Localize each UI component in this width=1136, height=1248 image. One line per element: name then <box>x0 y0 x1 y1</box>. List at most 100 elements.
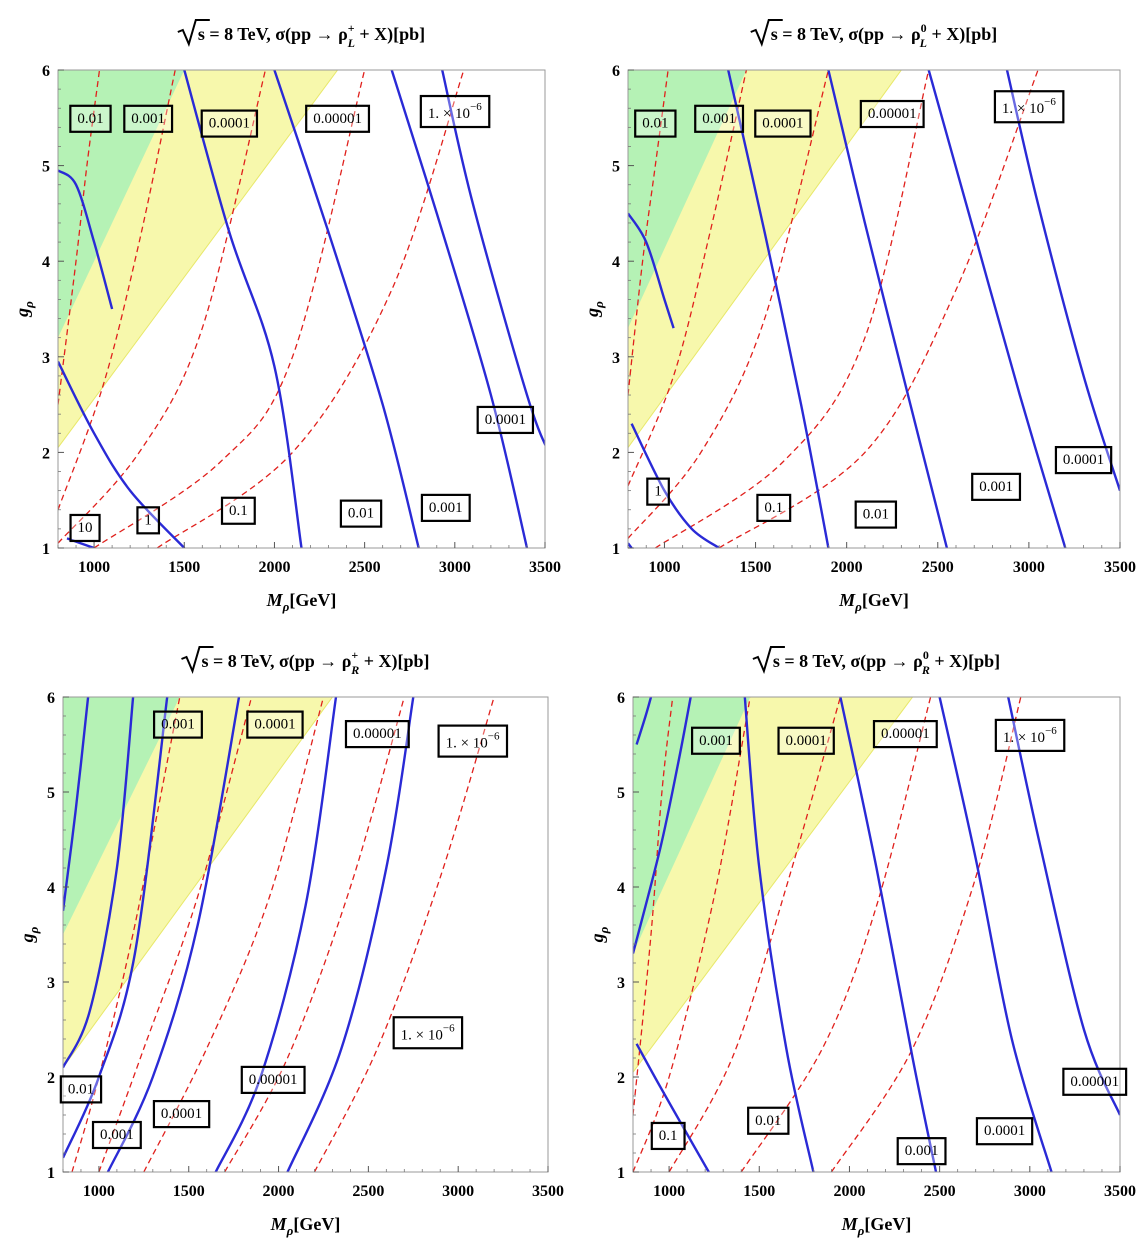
y-tick-label: 2 <box>47 1070 55 1087</box>
contour-label-sup: −6 <box>443 1022 455 1034</box>
contour-label-box <box>896 1137 947 1166</box>
x-axis-title: Mρ[GeV] <box>270 1214 341 1238</box>
x-tick-label: 2500 <box>924 1183 956 1200</box>
green-region <box>58 70 185 338</box>
contour-label-text: 0.01 <box>863 507 889 523</box>
contour-label-box <box>91 1120 142 1150</box>
dashed-contour <box>58 70 267 544</box>
sqrt-symbol <box>181 646 214 674</box>
solid-contour <box>727 70 830 548</box>
x-tick-label: 2500 <box>349 559 381 576</box>
contour-label: 1. × 10−6 <box>392 1016 464 1050</box>
contour-label: 0.001 <box>152 710 203 739</box>
contour-label-box <box>200 109 259 138</box>
contour-label: 0.001 <box>896 1137 947 1166</box>
contour-label-text: 0.00001 <box>353 726 402 742</box>
contour-label-text: 10 <box>78 520 93 536</box>
x-tick-label: 3000 <box>1013 559 1045 576</box>
contour-label-box <box>994 718 1066 753</box>
contour-label-text: 0.0001 <box>209 116 250 132</box>
contour-label: 0.00001 <box>859 99 925 129</box>
solid-contour <box>628 212 675 329</box>
solid-contour <box>635 1043 710 1172</box>
contour-label-text: 0.1 <box>659 1128 678 1144</box>
solid-contour <box>273 70 420 548</box>
y-tick-label: 6 <box>617 690 625 707</box>
contour-label: 0.001 <box>690 726 741 755</box>
contour-label-text: 0.0001 <box>1063 452 1104 468</box>
contour-label-text: 0.0001 <box>786 733 827 749</box>
y-tick-label: 4 <box>42 254 50 271</box>
solid-contour <box>66 537 95 548</box>
contour-label: 0.0001 <box>246 710 304 739</box>
solid-contour <box>214 697 338 1172</box>
y-tick-label: 2 <box>42 445 50 462</box>
x-tick-label: 2000 <box>258 559 290 576</box>
y-tick-label: 4 <box>617 880 625 897</box>
dashed-contour <box>98 697 253 1172</box>
contour-label-text: 0.001 <box>100 1127 134 1143</box>
contour-label-text: 1 <box>654 484 662 500</box>
dashed-contour <box>628 70 669 396</box>
x-tick-label: 1500 <box>168 559 200 576</box>
contour-label: 1. × 10−6 <box>419 94 491 129</box>
plot-frame <box>57 69 546 549</box>
contour-label-text: 0.0001 <box>254 717 295 733</box>
contour-label-text: 0.01 <box>77 111 103 127</box>
contour-label-sup: −6 <box>1045 725 1057 737</box>
contour-label-box <box>152 1099 211 1129</box>
y-tick-label: 5 <box>47 785 55 802</box>
contour-label: 0.1 <box>220 496 256 525</box>
contour-label-text: 0.001 <box>699 733 733 749</box>
dashed-contour <box>71 697 181 1172</box>
contour-label-box <box>246 710 304 739</box>
panel-title: s = 8 TeV, σ(pp → ρ0 R + X)[pb] <box>773 648 1000 677</box>
contour-label: 0.01 <box>69 104 112 133</box>
green-region <box>633 697 751 954</box>
contour-label-text: 0.01 <box>755 1113 781 1129</box>
x-tick-label: 1000 <box>648 559 680 576</box>
contour-label-box <box>975 1117 1034 1146</box>
contour-label: 0.001 <box>123 104 174 133</box>
solid-contour <box>1007 697 1120 1116</box>
panel-3: 1000 1500 2000 2500 3000 3500 1 2 3 4 5 6 0.001 0.000… <box>17 646 564 1238</box>
contour-label-box <box>123 104 174 133</box>
contour-label: 0.001 <box>420 493 471 522</box>
contour-label-box <box>392 1016 464 1050</box>
contour-label-text: 0.0001 <box>762 116 803 132</box>
y-tick-label: 1 <box>612 541 620 558</box>
contour-label: 0.01 <box>339 499 383 528</box>
contour-label-box <box>152 710 203 739</box>
contour-label: 0.00001 <box>1062 1067 1128 1096</box>
x-tick-label: 2500 <box>352 1183 384 1200</box>
solid-contour <box>58 169 114 310</box>
x-tick-label: 3500 <box>529 559 561 576</box>
solid-contour <box>827 70 949 548</box>
plot-frame <box>627 69 1121 549</box>
contour-label-sup: −6 <box>1044 96 1056 108</box>
contour-label-text: 0.0001 <box>485 412 526 428</box>
contour-label-text: 0.001 <box>131 111 165 127</box>
contour-label-box <box>859 99 925 129</box>
plot-frame <box>62 696 549 1173</box>
solid-contour <box>63 697 135 1069</box>
x-tick-label: 2000 <box>263 1183 295 1200</box>
y-tick-label: 4 <box>47 880 55 897</box>
contour-label-text: 0.0001 <box>984 1123 1025 1139</box>
contour-label-text: 0.001 <box>905 1143 939 1159</box>
contour-label-box <box>220 496 256 525</box>
contour-label-box <box>872 719 938 749</box>
dashed-contour <box>740 697 932 1172</box>
contour-label-box <box>420 493 471 522</box>
sqrt-symbol <box>752 646 785 674</box>
y-tick-label: 2 <box>617 1070 625 1087</box>
x-tick-label: 3500 <box>1104 559 1136 576</box>
contour-label-box <box>694 104 745 133</box>
x-tick-label: 1500 <box>743 1183 775 1200</box>
panel-4: 1000 1500 2000 2500 3000 3500 1 2 3 4 5 6 0.001 0.000… <box>587 646 1136 1238</box>
contour-label-box <box>690 726 741 755</box>
contour-label-box <box>993 90 1065 124</box>
contour-label-box <box>646 477 670 506</box>
contour-label-box <box>69 513 101 543</box>
